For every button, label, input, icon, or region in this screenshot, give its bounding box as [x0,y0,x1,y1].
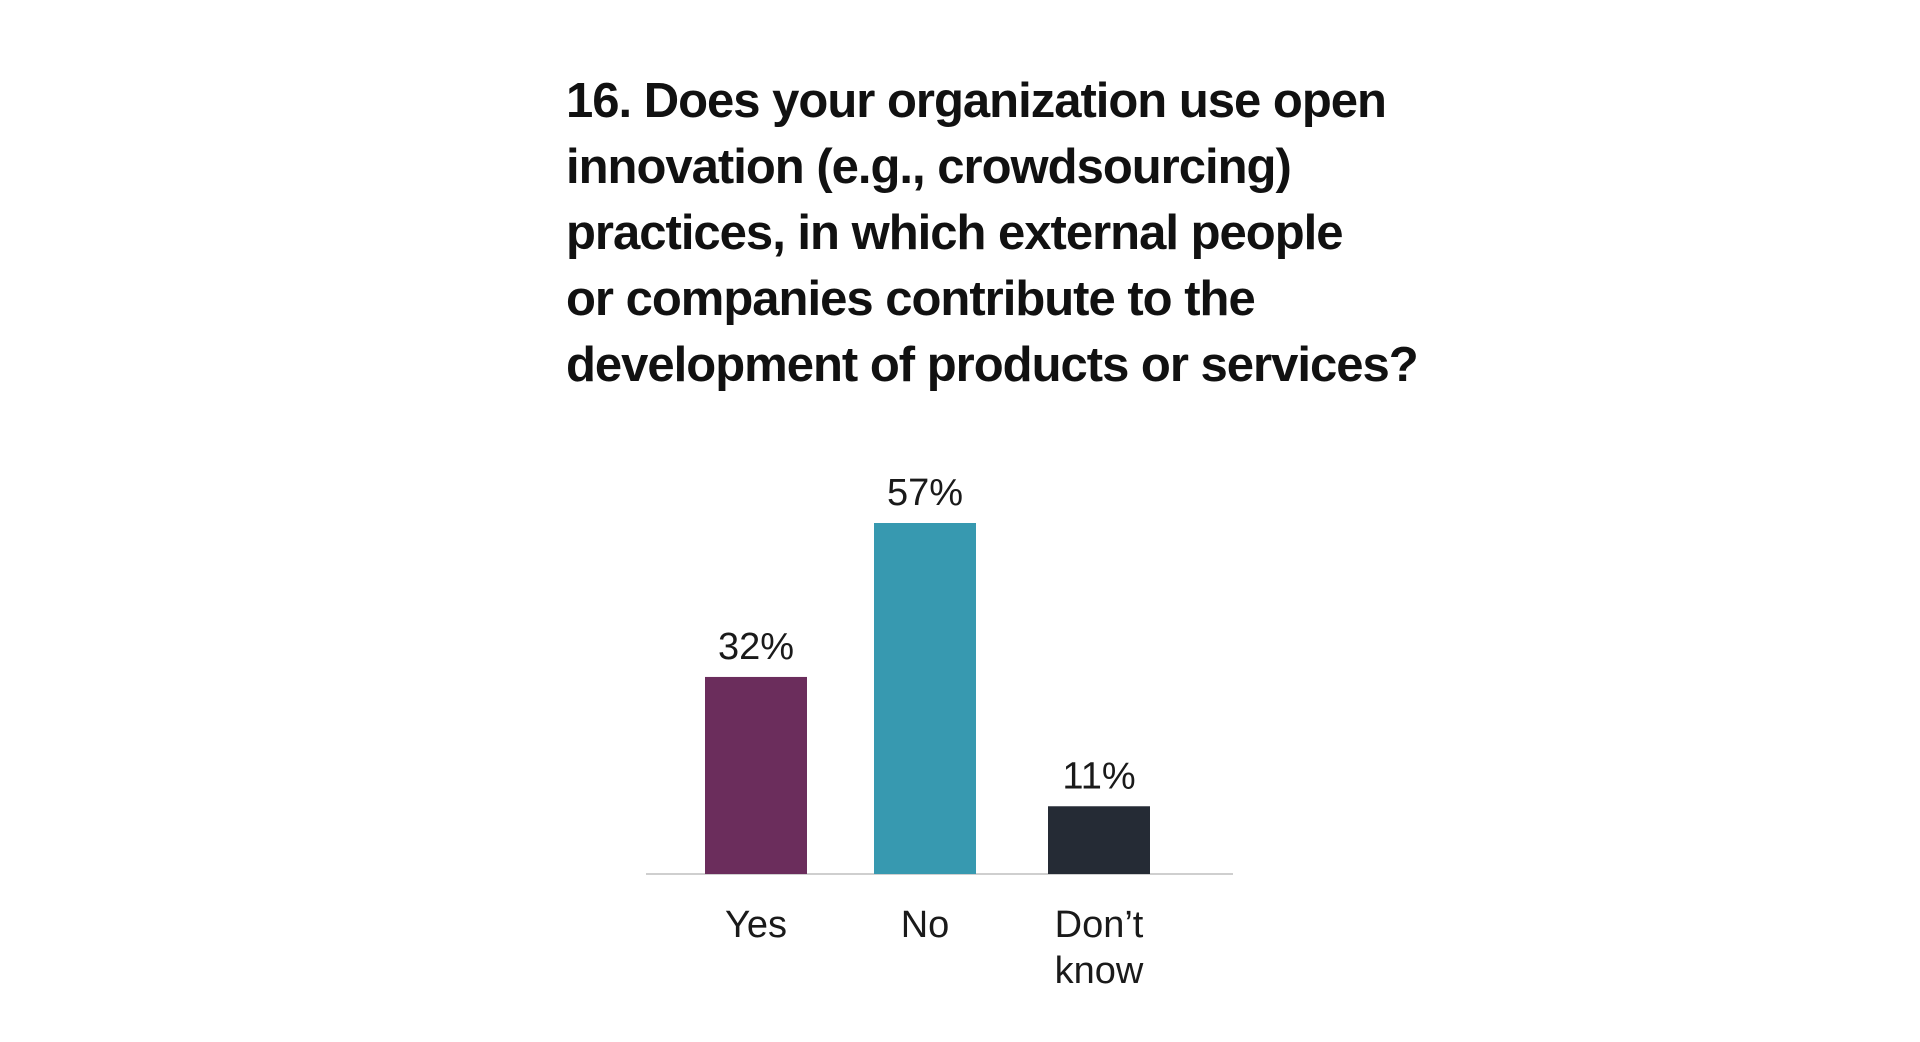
value-label-1: 32% [718,626,794,668]
chart-title-line: 16. Does your organization use open [566,74,1387,128]
chart-title-line: development of products or services? [566,338,1419,392]
bar-3 [1048,806,1150,874]
category-label-2: No [901,904,950,946]
chart-title: 16. Does your organization use open inno… [566,68,1466,398]
category-label-3: Don’t know [1055,904,1144,992]
category-label-1: Yes [725,904,787,946]
chart-title-line: innovation (e.g., crowdsourcing) [566,140,1292,194]
value-label-3: 11% [1062,755,1135,797]
value-labels-group: 32% 57% 11% [718,472,1136,797]
bars-group [705,523,1150,874]
chart-title-line: or companies contribute to the [566,272,1256,326]
category-labels-group: Yes No Don’t know [725,904,1144,992]
value-label-2: 57% [887,472,963,514]
bar-2 [874,523,976,874]
chart-title-line: practices, in which external people [566,206,1344,260]
bar-1 [705,676,807,874]
